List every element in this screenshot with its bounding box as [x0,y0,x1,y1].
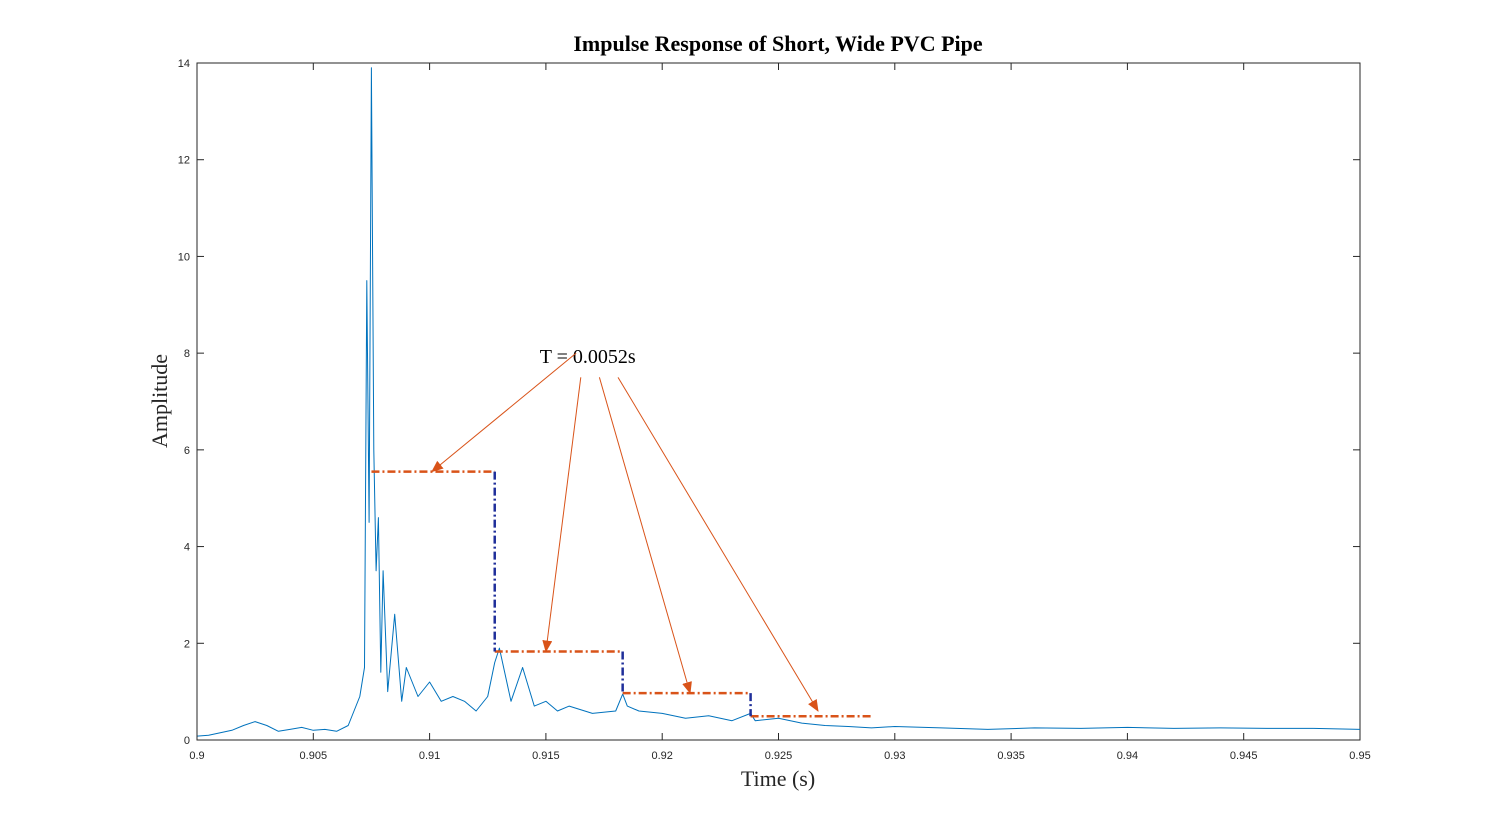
x-tick-label: 0.925 [765,750,793,762]
annotation-arrow [598,377,692,695]
x-tick-label: 0.9 [189,750,204,762]
x-tick-label: 0.905 [300,750,328,762]
x-tick-label: 0.95 [1349,750,1370,762]
chart-title: Impulse Response of Short, Wide PVC Pipe [573,31,983,56]
y-tick-label: 6 [184,445,190,457]
annotation-arrow [542,377,582,653]
x-tick-label: 0.945 [1230,750,1258,762]
x-tick-label: 0.93 [884,750,905,762]
x-axis: 0.9 0.905 0.91 0.915 0.92 0.925 0.93 0.935 0.94 0… [189,63,1371,762]
plot-area: T = 0.0052s [196,62,1361,741]
y-axis-label: Amplitude [147,354,172,448]
y-axis: 0 2 4 6 8 10 12 14 [178,58,1360,747]
annotation-arrow [431,352,577,473]
y-tick-label: 2 [184,638,190,650]
x-axis-label: Time (s) [741,766,815,791]
axes-box [196,62,1361,741]
x-tick-label: 0.915 [532,750,560,762]
annotation-arrow [617,377,819,712]
y-tick-label: 14 [178,58,190,70]
y-tick-label: 0 [184,735,190,747]
x-tick-label: 0.94 [1117,750,1138,762]
x-tick-label: 0.91 [419,750,440,762]
y-tick-label: 12 [178,155,190,167]
y-tick-label: 10 [178,251,190,263]
x-tick-label: 0.92 [651,750,672,762]
y-tick-label: 4 [184,542,190,554]
y-tick-label: 8 [184,348,190,360]
annotation-text: T = 0.0052s [540,346,636,368]
signal-line [196,67,1361,737]
x-tick-label: 0.935 [997,750,1025,762]
